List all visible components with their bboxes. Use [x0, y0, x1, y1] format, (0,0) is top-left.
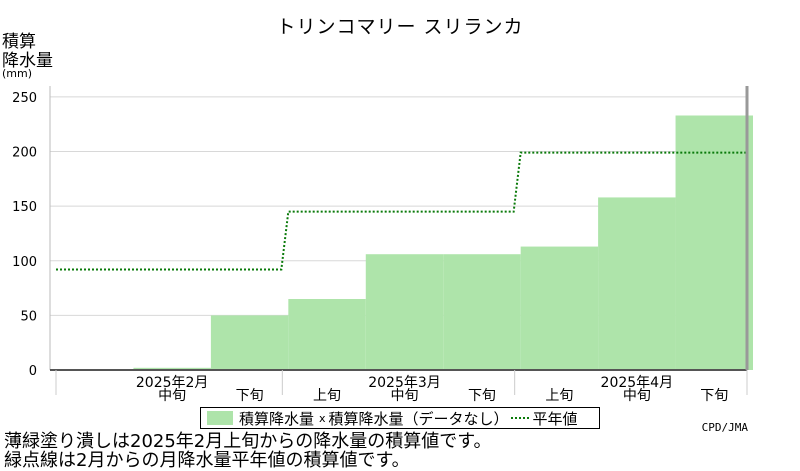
- y-tick-label: 100: [12, 255, 37, 270]
- normal-step-line: [56, 151, 746, 271]
- bar-3: [210, 315, 289, 370]
- y-tick-label: 0: [29, 364, 37, 379]
- y-axis-unit: (mm): [2, 67, 33, 80]
- x-tick-label: 中旬: [623, 388, 651, 404]
- legend-bar-label: 積算降水量: [239, 409, 315, 428]
- x-tick-label: 上旬: [545, 388, 573, 404]
- x-month-label: 2025年4月: [601, 375, 674, 391]
- legend-line-label: 平年値: [532, 409, 578, 428]
- credit-text: CPD/JMA: [701, 421, 748, 434]
- bar-4: [288, 299, 366, 370]
- note-line-1: 薄緑塗り潰しは2025年2月上旬からの降水量の積算値です。: [4, 431, 492, 452]
- bar-7: [520, 246, 599, 370]
- x-month-label: 2025年2月: [136, 375, 209, 391]
- bar-2: [133, 367, 211, 370]
- x-tick-label: 下旬: [468, 388, 496, 404]
- bar-8: [598, 197, 676, 370]
- y-tick-label: 250: [12, 91, 37, 106]
- bar-9: [675, 115, 753, 370]
- legend-bar-swatch: [207, 411, 233, 425]
- x-tick-label: 上旬: [313, 388, 341, 404]
- x-month-label: 2025年3月: [368, 375, 441, 391]
- y-axis-label-line2: 降水量: [2, 51, 53, 71]
- y-axis-label-line1: 積算: [2, 32, 36, 52]
- x-tick-label: 中旬: [391, 388, 419, 404]
- x-tick-label: 下旬: [700, 388, 728, 404]
- chart-legend: 積算降水量 x 積算降水量（データなし） 平年値: [200, 407, 600, 429]
- y-tick-label: 50: [20, 309, 37, 324]
- bar-5: [365, 254, 444, 370]
- legend-missing-mark: x: [319, 411, 326, 425]
- legend-dotted-line-icon: [510, 417, 531, 419]
- y-tick-label: 200: [12, 146, 37, 161]
- chart-title: トリンコマリー スリランカ: [276, 16, 524, 38]
- y-tick-label: 150: [12, 200, 37, 215]
- note-line-2: 緑点線は2月からの月降水量平年値の積算値です。: [4, 450, 410, 471]
- legend-missing-label: 積算降水量（データなし）: [328, 409, 509, 428]
- x-tick-label: 下旬: [236, 388, 264, 404]
- x-tick-label: 中旬: [158, 388, 186, 404]
- bar-6: [443, 254, 521, 370]
